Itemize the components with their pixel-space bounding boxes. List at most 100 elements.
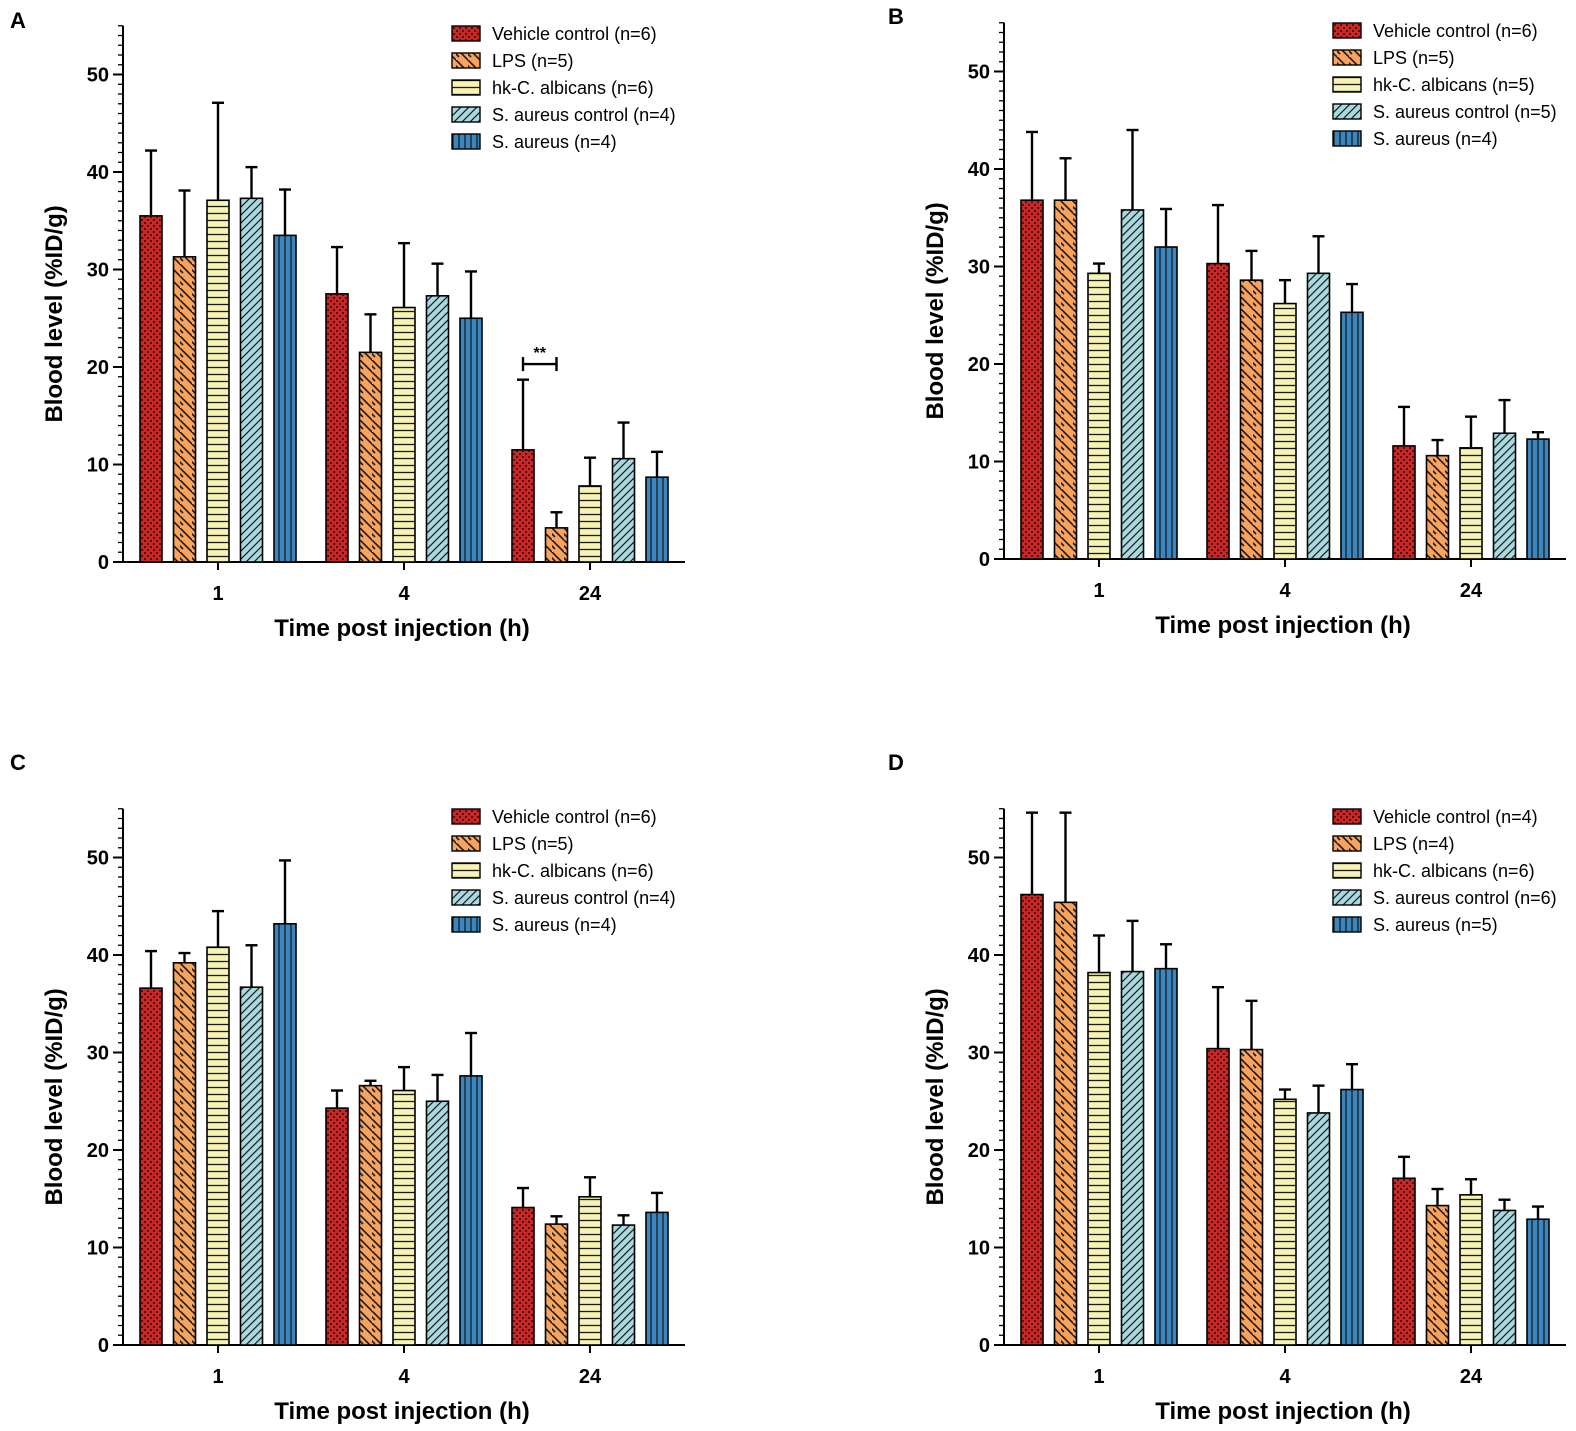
legend-label: LPS (n=5) xyxy=(1373,48,1455,68)
x-tick-label: 4 xyxy=(398,583,410,605)
bar-sa xyxy=(459,1075,483,1346)
y-tick-label: 10 xyxy=(968,452,990,474)
legend-label: Vehicle control (n=6) xyxy=(492,24,657,44)
bar-sa-control xyxy=(1492,432,1517,560)
y-tick-label: 0 xyxy=(979,1335,990,1357)
legend-swatch-vehicle xyxy=(451,808,481,825)
legend-swatch-hk xyxy=(451,79,481,96)
bar-vehicle xyxy=(325,293,349,563)
bar-vehicle xyxy=(1392,1177,1416,1346)
x-axis-title: Time post injection (h) xyxy=(274,1398,530,1425)
bar-sa xyxy=(1154,967,1178,1346)
legend-swatch-sa xyxy=(451,916,481,933)
legend-swatch-lps xyxy=(451,52,481,69)
legend-swatch-hk xyxy=(1332,862,1362,879)
x-tick-label: 4 xyxy=(1279,580,1291,602)
y-tick-label: 40 xyxy=(968,159,990,181)
y-tick-label: 20 xyxy=(968,354,990,376)
y-tick-label: 50 xyxy=(968,848,990,870)
legend-label: hk-C. albicans (n=6) xyxy=(492,78,654,98)
x-axis-title: Time post injection (h) xyxy=(1155,612,1411,639)
bar-sa xyxy=(645,476,669,563)
legend-label: Vehicle control (n=4) xyxy=(1373,807,1538,827)
bar-hk xyxy=(1273,302,1297,560)
y-tick-label: 40 xyxy=(87,945,109,967)
bar-sa xyxy=(1526,1218,1550,1346)
panel-a: A 0 10 20 30 40 50 1 4 24 ** Time post injection (h… xyxy=(10,8,685,642)
legend-swatch-vehicle xyxy=(1332,808,1362,825)
bar-lps xyxy=(544,1223,569,1346)
bar-lps xyxy=(358,351,383,563)
y-tick-label: 10 xyxy=(87,1238,109,1260)
bar-hk xyxy=(1087,971,1111,1346)
bar-sa xyxy=(1154,246,1178,560)
legend-label: S. aureus control (n=4) xyxy=(492,105,676,125)
panel-letter: A xyxy=(10,8,26,33)
x-axis-title: Time post injection (h) xyxy=(274,615,530,642)
bar-vehicle xyxy=(325,1107,349,1346)
legend-label: LPS (n=5) xyxy=(492,51,574,71)
legend-swatch-lps xyxy=(1332,49,1362,66)
x-tick-label: 24 xyxy=(1460,1366,1483,1388)
x-tick-label: 1 xyxy=(1093,580,1104,602)
legend-swatch-sa-control xyxy=(451,889,481,906)
bar-vehicle xyxy=(1020,199,1044,560)
bar-sa xyxy=(459,317,483,563)
x-tick-label: 1 xyxy=(212,1366,223,1388)
legend-label: Vehicle control (n=6) xyxy=(1373,21,1538,41)
legend-swatch-sa xyxy=(1332,130,1362,147)
bar-sa xyxy=(1526,438,1550,560)
legend: Vehicle control (n=4) LPS (n=4) hk-C. albi… xyxy=(1332,807,1557,935)
panel-letter: B xyxy=(888,4,904,29)
y-tick-label: 0 xyxy=(98,1335,109,1357)
bar-vehicle xyxy=(1020,893,1044,1346)
bar-hk xyxy=(206,946,230,1346)
bar-lps xyxy=(1053,199,1078,560)
bar-lps xyxy=(1053,901,1078,1346)
y-tick-label: 10 xyxy=(87,455,109,477)
legend-label: hk-C. albicans (n=5) xyxy=(1373,75,1535,95)
bar-hk xyxy=(392,306,416,563)
legend-swatch-vehicle xyxy=(1332,22,1362,39)
bar-sa xyxy=(1340,311,1364,560)
bar-vehicle xyxy=(139,987,163,1346)
legend-label: S. aureus (n=4) xyxy=(492,915,617,935)
bar-lps xyxy=(1239,1048,1264,1346)
bar-sa-control xyxy=(1120,970,1145,1346)
legend: Vehicle control (n=6) LPS (n=5) hk-C. albi… xyxy=(451,807,676,935)
y-tick-label: 40 xyxy=(968,945,990,967)
y-tick-label: 30 xyxy=(968,1043,990,1065)
legend-label: hk-C. albicans (n=6) xyxy=(1373,861,1535,881)
bar-hk xyxy=(206,199,230,563)
bar-vehicle xyxy=(1206,1047,1230,1346)
bar-lps xyxy=(1425,454,1450,560)
panel-letter: C xyxy=(10,750,26,775)
legend-swatch-sa xyxy=(1332,916,1362,933)
y-tick-label: 50 xyxy=(87,848,109,870)
legend-label: LPS (n=4) xyxy=(1373,834,1455,854)
bar-hk xyxy=(1087,272,1111,560)
bar-sa-control xyxy=(425,295,450,563)
bar-hk xyxy=(578,485,602,563)
bar-sa-control xyxy=(425,1100,450,1346)
legend-swatch-lps xyxy=(1332,835,1362,852)
legend-swatch-hk xyxy=(1332,76,1362,93)
y-tick-label: 10 xyxy=(968,1238,990,1260)
y-tick-label: 0 xyxy=(98,552,109,574)
bar-vehicle xyxy=(511,1206,535,1346)
legend-label: hk-C. albicans (n=6) xyxy=(492,861,654,881)
legend-label: S. aureus control (n=5) xyxy=(1373,102,1557,122)
bar-vehicle xyxy=(139,215,163,563)
y-tick-label: 0 xyxy=(979,549,990,571)
bar-lps xyxy=(1239,279,1264,560)
y-tick-label: 30 xyxy=(87,260,109,282)
legend-swatch-lps xyxy=(451,835,481,852)
legend-swatch-sa-control xyxy=(1332,103,1362,120)
bar-lps xyxy=(172,962,197,1346)
bar-vehicle xyxy=(511,449,535,563)
bar-sa xyxy=(1340,1088,1364,1346)
x-tick-label: 24 xyxy=(579,583,602,605)
x-axis-title: Time post injection (h) xyxy=(1155,1398,1411,1425)
